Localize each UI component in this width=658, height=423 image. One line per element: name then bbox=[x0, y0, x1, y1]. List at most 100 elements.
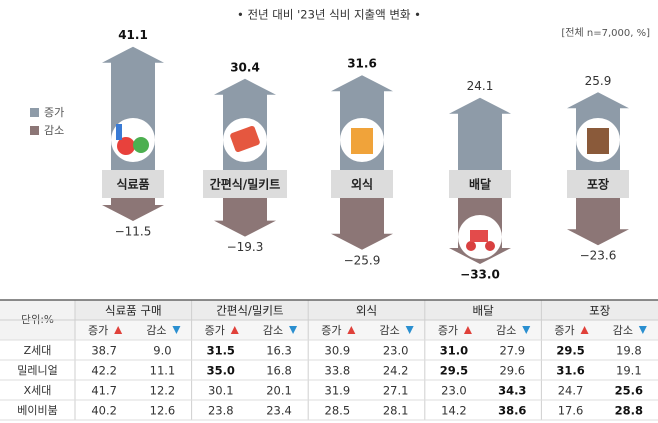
table-cell: 38.6 bbox=[498, 404, 526, 418]
triangle-icon bbox=[522, 326, 531, 334]
value-label: 24.1 bbox=[467, 79, 494, 93]
table-cell: 23.0 bbox=[383, 344, 409, 358]
decrease-arrow bbox=[567, 198, 629, 246]
value-label: −33.0 bbox=[460, 268, 500, 282]
icon bbox=[485, 241, 495, 251]
value-label: 31.6 bbox=[347, 57, 377, 71]
triangle-icon bbox=[580, 326, 589, 334]
legend-label: 감소 bbox=[44, 124, 64, 137]
table-group-header: 외식 bbox=[356, 304, 377, 318]
table-cell: 23.8 bbox=[208, 404, 234, 418]
table-subheader: 감소 bbox=[613, 324, 633, 337]
table-subheader: 증가 bbox=[438, 324, 458, 337]
table-subheader: 감소 bbox=[146, 324, 166, 337]
table-cell: 14.2 bbox=[441, 404, 467, 418]
table-cell: 17.6 bbox=[558, 404, 584, 418]
table-cell: 25.6 bbox=[615, 384, 643, 398]
icon bbox=[116, 124, 122, 140]
legend-swatch bbox=[30, 108, 39, 117]
table-cell: 38.7 bbox=[91, 344, 117, 358]
table-cell: 29.5 bbox=[556, 344, 584, 358]
value-label: −19.3 bbox=[227, 240, 264, 254]
table-subheader: 증가 bbox=[88, 324, 108, 337]
table-cell: 27.1 bbox=[383, 384, 409, 398]
category-band bbox=[331, 170, 393, 198]
decrease-arrow bbox=[331, 198, 393, 250]
table-cell: 20.1 bbox=[266, 384, 292, 398]
triangle-icon bbox=[405, 326, 414, 334]
table-cell: 16.3 bbox=[266, 344, 292, 358]
icon bbox=[133, 137, 149, 153]
value-label: −23.6 bbox=[580, 249, 617, 263]
table-cell: 28.1 bbox=[383, 404, 409, 418]
table-cell: 12.6 bbox=[150, 404, 176, 418]
table-cell: 16.8 bbox=[266, 364, 292, 378]
row-label: X세대 bbox=[24, 384, 52, 397]
category-label: 포장 bbox=[587, 178, 609, 192]
note: [전체 n=7,000, %] bbox=[561, 27, 650, 39]
table-cell: 11.1 bbox=[150, 364, 176, 378]
table-subheader-bg bbox=[75, 320, 658, 340]
icon bbox=[466, 241, 476, 251]
table-subheader: 감소 bbox=[380, 324, 400, 337]
category-label: 간편식/밀키트 bbox=[210, 177, 281, 192]
table-cell: 33.8 bbox=[325, 364, 351, 378]
triangle-icon bbox=[289, 326, 298, 334]
table-cell: 30.1 bbox=[208, 384, 234, 398]
category-band bbox=[203, 170, 287, 198]
value-label: 30.4 bbox=[230, 60, 260, 74]
table-cell: 40.2 bbox=[91, 404, 117, 418]
category-band bbox=[567, 170, 629, 198]
table-cell: 41.7 bbox=[91, 384, 117, 398]
triangle-icon bbox=[230, 326, 239, 334]
table-cell: 24.2 bbox=[383, 364, 409, 378]
icon bbox=[117, 137, 135, 155]
value-label: −25.9 bbox=[344, 253, 381, 267]
table-cell: 24.7 bbox=[558, 384, 584, 398]
value-label: 25.9 bbox=[585, 74, 612, 88]
table-cell: 34.3 bbox=[498, 384, 526, 398]
value-label: −11.5 bbox=[115, 225, 152, 239]
table-cell: 23.0 bbox=[441, 384, 467, 398]
icon bbox=[230, 126, 260, 152]
category-label: 배달 bbox=[469, 177, 491, 192]
table-subheader: 감소 bbox=[263, 324, 283, 337]
table-cell: 31.5 bbox=[207, 344, 235, 358]
table-cell: 28.8 bbox=[615, 404, 643, 418]
triangle-icon bbox=[172, 326, 181, 334]
value-label: 41.1 bbox=[118, 28, 148, 42]
decrease-arrow bbox=[214, 198, 276, 237]
legend-label: 증가 bbox=[44, 106, 64, 119]
table-cell: 23.4 bbox=[266, 404, 292, 418]
table-cell: 31.6 bbox=[556, 364, 584, 378]
table-cell: 35.0 bbox=[207, 364, 235, 378]
table-cell: 27.9 bbox=[499, 344, 525, 358]
decrease-arrow bbox=[102, 198, 164, 221]
table-group-header: 식료품 구매 bbox=[105, 304, 162, 318]
table-cell: 30.9 bbox=[325, 344, 351, 358]
icons bbox=[111, 118, 620, 259]
table-cell: 19.1 bbox=[616, 364, 642, 378]
table-cell: 29.5 bbox=[440, 364, 468, 378]
triangle-icon bbox=[347, 326, 356, 334]
table-group-header: 간편식/밀키트 bbox=[216, 304, 283, 318]
category-band bbox=[102, 170, 164, 198]
category-band bbox=[449, 170, 511, 198]
table-cell: 31.9 bbox=[325, 384, 351, 398]
row-label: 밀레니얼 bbox=[17, 363, 57, 377]
table-header-bg bbox=[0, 300, 658, 320]
category-label: 식료품 bbox=[116, 177, 149, 192]
table-cell: 31.0 bbox=[440, 344, 468, 358]
table-cell: 9.0 bbox=[153, 344, 171, 358]
row-label: Z세대 bbox=[24, 344, 52, 357]
icon bbox=[470, 230, 488, 242]
increase-arrow bbox=[449, 97, 511, 170]
row-label: 베이비붐 bbox=[17, 404, 57, 417]
table-cell: 12.2 bbox=[150, 384, 176, 398]
table-group-header: 포장 bbox=[589, 304, 611, 318]
triangle-icon bbox=[463, 326, 472, 334]
table-group-header: 배달 bbox=[473, 304, 495, 318]
table-subheader: 증가 bbox=[205, 324, 225, 337]
table-cell: 29.6 bbox=[499, 364, 525, 378]
